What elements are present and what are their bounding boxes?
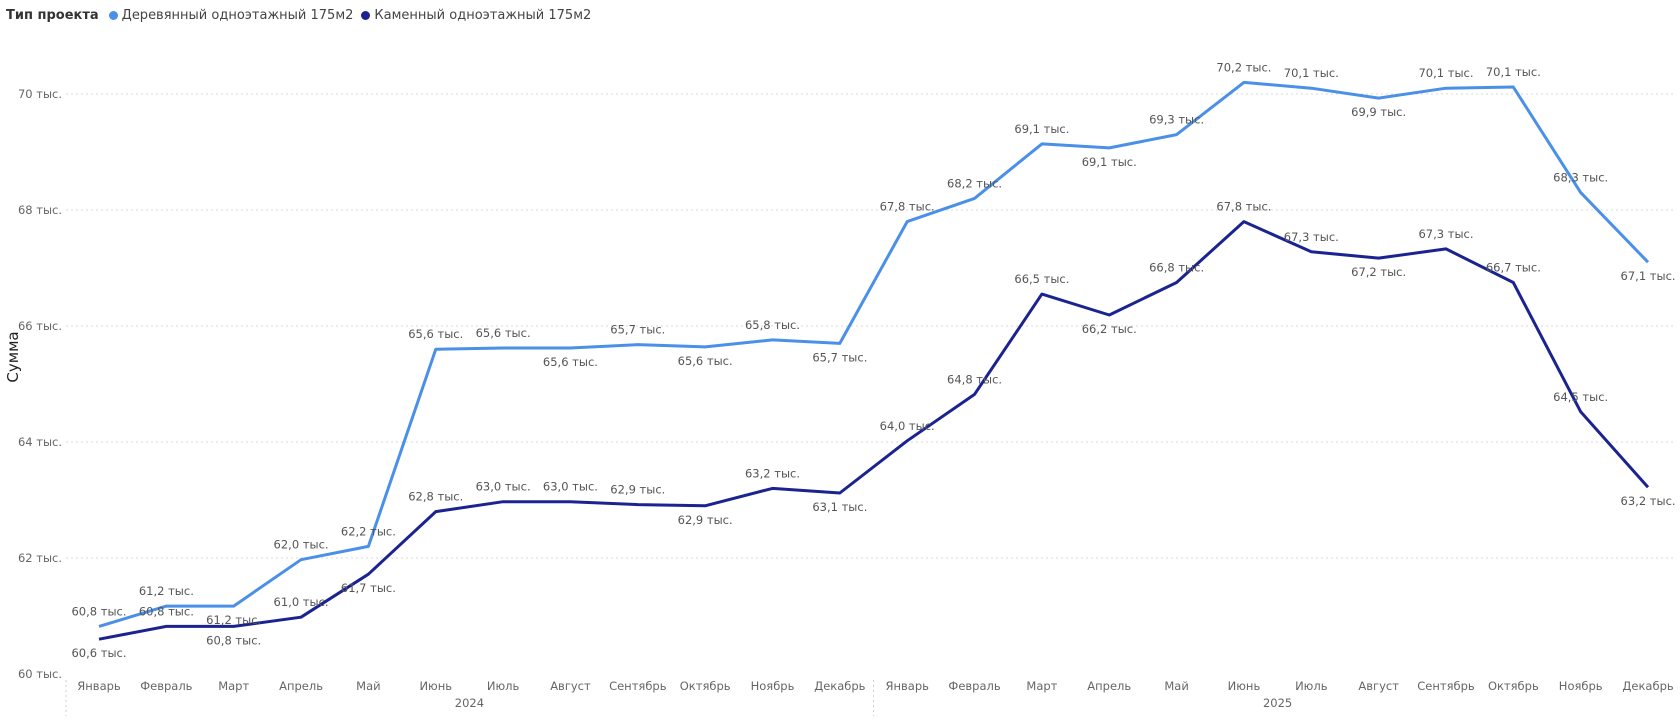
data-label-wooden: 65,8 тыс. xyxy=(745,318,800,332)
data-label-wooden: 65,7 тыс. xyxy=(812,350,867,364)
data-label-stone: 67,8 тыс. xyxy=(1216,200,1271,214)
x-tick-label: Февраль xyxy=(948,679,1000,693)
data-label-wooden: 69,1 тыс. xyxy=(1014,122,1069,136)
legend-dot-wooden xyxy=(108,10,118,20)
legend-dot-stone xyxy=(361,10,371,20)
x-tick-label: Январь xyxy=(77,679,121,693)
x-tick-label: Апрель xyxy=(279,679,323,693)
legend-label-wooden: Деревянный одноэтажный 175м2 xyxy=(121,7,354,23)
data-label-wooden: 61,2 тыс. xyxy=(139,584,194,598)
data-label-stone: 63,1 тыс. xyxy=(812,500,867,514)
data-label-stone: 60,8 тыс. xyxy=(139,604,194,618)
data-label-stone: 62,9 тыс. xyxy=(610,483,665,497)
x-tick-label: Декабрь xyxy=(814,679,865,693)
data-label-stone: 67,3 тыс. xyxy=(1284,230,1339,244)
data-label-stone: 61,0 тыс. xyxy=(274,595,329,609)
series-line-wooden xyxy=(98,80,1650,628)
data-label-wooden: 61,2 тыс. xyxy=(206,613,261,627)
data-label-wooden: 60,8 тыс. xyxy=(71,604,126,618)
x-tick-label: Май xyxy=(356,679,380,693)
y-tick-label: 60 тыс. xyxy=(18,667,62,681)
x-tick-label: Август xyxy=(1358,679,1399,693)
data-label-stone: 64,5 тыс. xyxy=(1553,390,1608,404)
data-label-wooden: 65,6 тыс. xyxy=(476,326,531,340)
data-label-stone: 66,5 тыс. xyxy=(1014,272,1069,286)
data-label-stone: 66,2 тыс. xyxy=(1082,322,1137,336)
data-label-wooden: 67,8 тыс. xyxy=(880,200,935,214)
data-label-stone: 60,6 тыс. xyxy=(71,646,126,660)
data-label-stone: 67,3 тыс. xyxy=(1418,227,1473,241)
data-label-wooden: 70,1 тыс. xyxy=(1418,66,1473,80)
x-tick-label: Май xyxy=(1164,679,1188,693)
data-label-stone: 62,9 тыс. xyxy=(678,513,733,527)
data-label-stone: 62,8 тыс. xyxy=(408,490,463,504)
x-tick-label: Июль xyxy=(487,679,520,693)
data-label-wooden: 69,1 тыс. xyxy=(1082,155,1137,169)
x-tick-label: Ноябрь xyxy=(1559,679,1603,693)
data-label-stone: 64,0 тыс. xyxy=(880,419,935,433)
x-tick-label: Июль xyxy=(1295,679,1328,693)
x-tick-label: Февраль xyxy=(140,679,192,693)
data-label-wooden: 67,1 тыс. xyxy=(1621,269,1676,283)
legend-item-stone[interactable]: Каменный одноэтажный 175м2 xyxy=(361,8,591,23)
data-label-stone: 63,2 тыс. xyxy=(745,466,800,480)
legend-label-stone: Каменный одноэтажный 175м2 xyxy=(374,7,592,23)
data-label-stone: 63,0 тыс. xyxy=(543,480,598,494)
y-tick-label: 66 тыс. xyxy=(18,319,62,333)
data-label-wooden: 62,0 тыс. xyxy=(274,538,329,552)
x-tick-label: Август xyxy=(550,679,591,693)
data-label-wooden: 70,2 тыс. xyxy=(1216,60,1271,74)
data-label-wooden: 65,6 тыс. xyxy=(408,327,463,341)
x-tick-label: Март xyxy=(1026,679,1057,693)
data-label-wooden: 70,1 тыс. xyxy=(1284,66,1339,80)
year-label: 2025 xyxy=(1263,696,1292,710)
data-label-stone: 64,8 тыс. xyxy=(947,372,1002,386)
data-label-wooden: 68,2 тыс. xyxy=(947,176,1002,190)
y-tick-label: 64 тыс. xyxy=(18,435,62,449)
x-tick-label: Июнь xyxy=(419,679,452,693)
year-label: 2024 xyxy=(455,696,484,710)
data-label-stone: 60,8 тыс. xyxy=(206,633,261,647)
y-axis-title: Сумма xyxy=(4,331,22,382)
data-label-stone: 67,2 тыс. xyxy=(1351,265,1406,279)
data-label-stone: 63,0 тыс. xyxy=(476,480,531,494)
x-tick-label: Июнь xyxy=(1228,679,1261,693)
data-label-wooden: 65,6 тыс. xyxy=(543,355,598,369)
x-tick-label: Сентябрь xyxy=(609,679,667,693)
y-tick-label: 68 тыс. xyxy=(18,203,62,217)
x-tick-label: Октябрь xyxy=(1488,679,1539,693)
data-label-wooden: 69,9 тыс. xyxy=(1351,105,1406,119)
data-label-wooden: 70,1 тыс. xyxy=(1486,65,1541,79)
series-line-stone xyxy=(98,220,1650,641)
legend: Тип проекта Деревянный одноэтажный 175м2… xyxy=(6,5,599,25)
data-label-wooden: 62,2 тыс. xyxy=(341,524,396,538)
legend-title: Тип проекта xyxy=(6,7,99,23)
data-label-stone: 63,2 тыс. xyxy=(1621,494,1676,508)
x-tick-label: Декабрь xyxy=(1622,679,1673,693)
x-tick-label: Апрель xyxy=(1087,679,1131,693)
data-label-stone: 66,8 тыс. xyxy=(1149,261,1204,275)
x-tick-label: Сентябрь xyxy=(1417,679,1475,693)
data-label-stone: 66,7 тыс. xyxy=(1486,261,1541,275)
data-label-stone: 61,7 тыс. xyxy=(341,581,396,595)
data-label-wooden: 65,7 тыс. xyxy=(610,323,665,337)
y-tick-label: 62 тыс. xyxy=(18,551,62,565)
data-label-wooden: 69,3 тыс. xyxy=(1149,113,1204,127)
x-tick-label: Октябрь xyxy=(680,679,731,693)
y-tick-label: 70 тыс. xyxy=(18,87,62,101)
x-tick-label: Март xyxy=(218,679,249,693)
data-label-wooden: 65,6 тыс. xyxy=(678,354,733,368)
x-tick-label: Ноябрь xyxy=(751,679,795,693)
data-label-wooden: 68,3 тыс. xyxy=(1553,171,1608,185)
x-tick-label: Январь xyxy=(885,679,929,693)
legend-item-wooden[interactable]: Деревянный одноэтажный 175м2 xyxy=(108,7,354,23)
